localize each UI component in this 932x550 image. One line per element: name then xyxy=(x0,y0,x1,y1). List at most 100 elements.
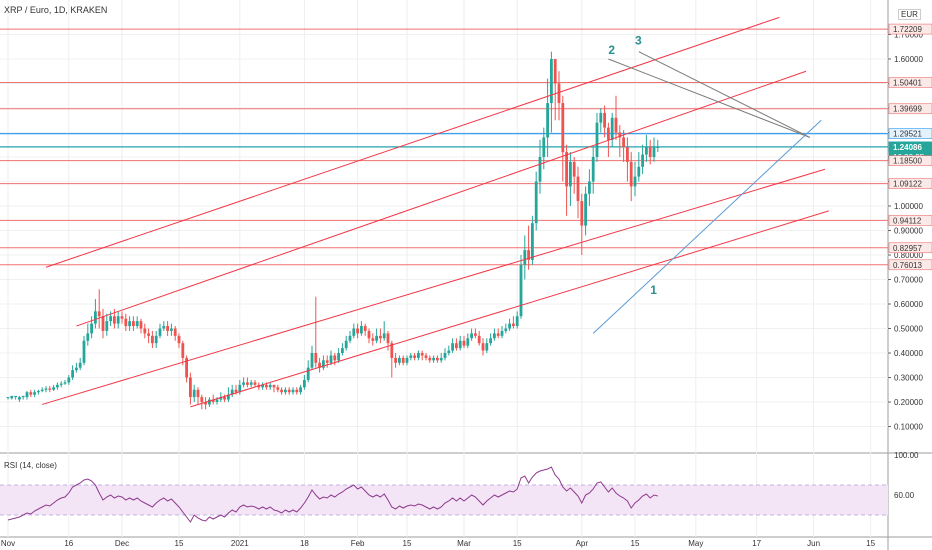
candle-body xyxy=(356,328,359,334)
candle-body xyxy=(622,137,625,148)
candle-body xyxy=(196,389,200,398)
channel-line xyxy=(190,210,829,408)
candle-body xyxy=(462,340,466,346)
level-label: 0.94112 xyxy=(893,216,922,225)
candle-body xyxy=(652,147,656,157)
candle-body xyxy=(618,132,622,138)
candle-body xyxy=(265,384,268,388)
candle-body xyxy=(303,379,306,388)
wave-label: 1 xyxy=(650,283,657,297)
candle-body xyxy=(500,330,504,336)
candle-body xyxy=(52,387,55,390)
time-tick-label: Apr xyxy=(576,539,589,548)
candle-body xyxy=(591,157,595,182)
candle-body xyxy=(59,383,63,385)
candle-body xyxy=(124,318,128,327)
rsi-tick-label: 60.00 xyxy=(894,491,915,500)
candle-body xyxy=(420,353,424,356)
channel-line xyxy=(42,168,826,405)
candle-body xyxy=(14,395,17,398)
candle-body xyxy=(25,392,29,398)
candle-body xyxy=(580,201,584,226)
candle-body xyxy=(386,333,390,344)
candle-body xyxy=(337,353,340,361)
time-tick-label: 15 xyxy=(631,539,640,548)
candle-body xyxy=(405,357,409,363)
candle-body xyxy=(436,357,439,361)
channel-line xyxy=(76,70,807,327)
candle-body xyxy=(18,397,21,400)
rsi-line xyxy=(7,466,658,523)
level-label: 1.29521 xyxy=(893,130,922,139)
candle-body xyxy=(595,122,599,157)
candle-body xyxy=(333,355,337,361)
price-tick-label: 0.20000 xyxy=(894,398,923,407)
candle-body xyxy=(10,395,14,399)
candle-body xyxy=(443,353,447,358)
candle-body xyxy=(132,321,135,327)
level-label-box xyxy=(888,128,932,139)
candle-body xyxy=(610,117,614,140)
candle-body xyxy=(470,333,473,339)
time-tick-label: May xyxy=(688,539,703,548)
candle-body xyxy=(477,335,481,344)
candle-body xyxy=(546,103,549,138)
candle-body xyxy=(40,389,44,391)
candle-body xyxy=(211,399,215,402)
candle-body xyxy=(97,311,101,317)
candle-body xyxy=(344,340,348,349)
candle-body xyxy=(44,388,48,390)
time-tick-label: 15 xyxy=(513,539,522,548)
level-label: 1.24086 xyxy=(893,143,922,152)
candle-body xyxy=(322,360,325,368)
candle-body xyxy=(200,397,204,402)
candle-body xyxy=(295,389,299,393)
candle-body xyxy=(223,397,226,400)
level-label: 1.39699 xyxy=(893,105,922,114)
candle-body xyxy=(394,357,397,363)
candle-body xyxy=(48,388,52,390)
level-label-box xyxy=(888,259,932,271)
rsi-title: RSI (14, close) xyxy=(4,461,57,470)
candle-body xyxy=(261,384,264,388)
candle-body xyxy=(584,193,587,226)
wave-label: 3 xyxy=(635,33,642,47)
time-tick-label: 15 xyxy=(866,539,875,548)
candle-body xyxy=(284,389,287,393)
candle-body xyxy=(637,166,641,177)
candle-body xyxy=(94,311,97,324)
candle-body xyxy=(329,355,333,363)
candle-body xyxy=(71,370,74,378)
candle-body xyxy=(181,343,185,358)
level-label-box xyxy=(888,77,932,88)
candle-body xyxy=(86,333,90,341)
candle-body xyxy=(249,382,253,385)
candle-body xyxy=(291,389,295,393)
level-label-box xyxy=(888,242,932,254)
candle-body xyxy=(139,321,143,329)
candle-body xyxy=(367,330,371,339)
candle-body xyxy=(287,389,291,393)
candle-body xyxy=(485,343,489,351)
time-tick-label: Jun xyxy=(807,539,820,548)
candle-body xyxy=(352,328,356,336)
candle-body xyxy=(455,343,458,349)
candle-body xyxy=(534,181,538,224)
candle-body xyxy=(272,384,276,388)
candle-body xyxy=(371,338,375,341)
candle-body xyxy=(458,340,462,349)
candle-body xyxy=(512,323,515,327)
candle-body xyxy=(504,328,508,331)
candle-body xyxy=(360,326,363,334)
candle-body xyxy=(375,335,378,341)
triangle-line xyxy=(608,58,810,138)
candle-body xyxy=(626,147,629,162)
triangle-line xyxy=(592,119,822,334)
candle-body xyxy=(390,343,394,358)
candle-body xyxy=(215,399,219,402)
candle-body xyxy=(379,335,382,339)
candle-body xyxy=(325,360,329,363)
candle-body xyxy=(645,147,648,155)
